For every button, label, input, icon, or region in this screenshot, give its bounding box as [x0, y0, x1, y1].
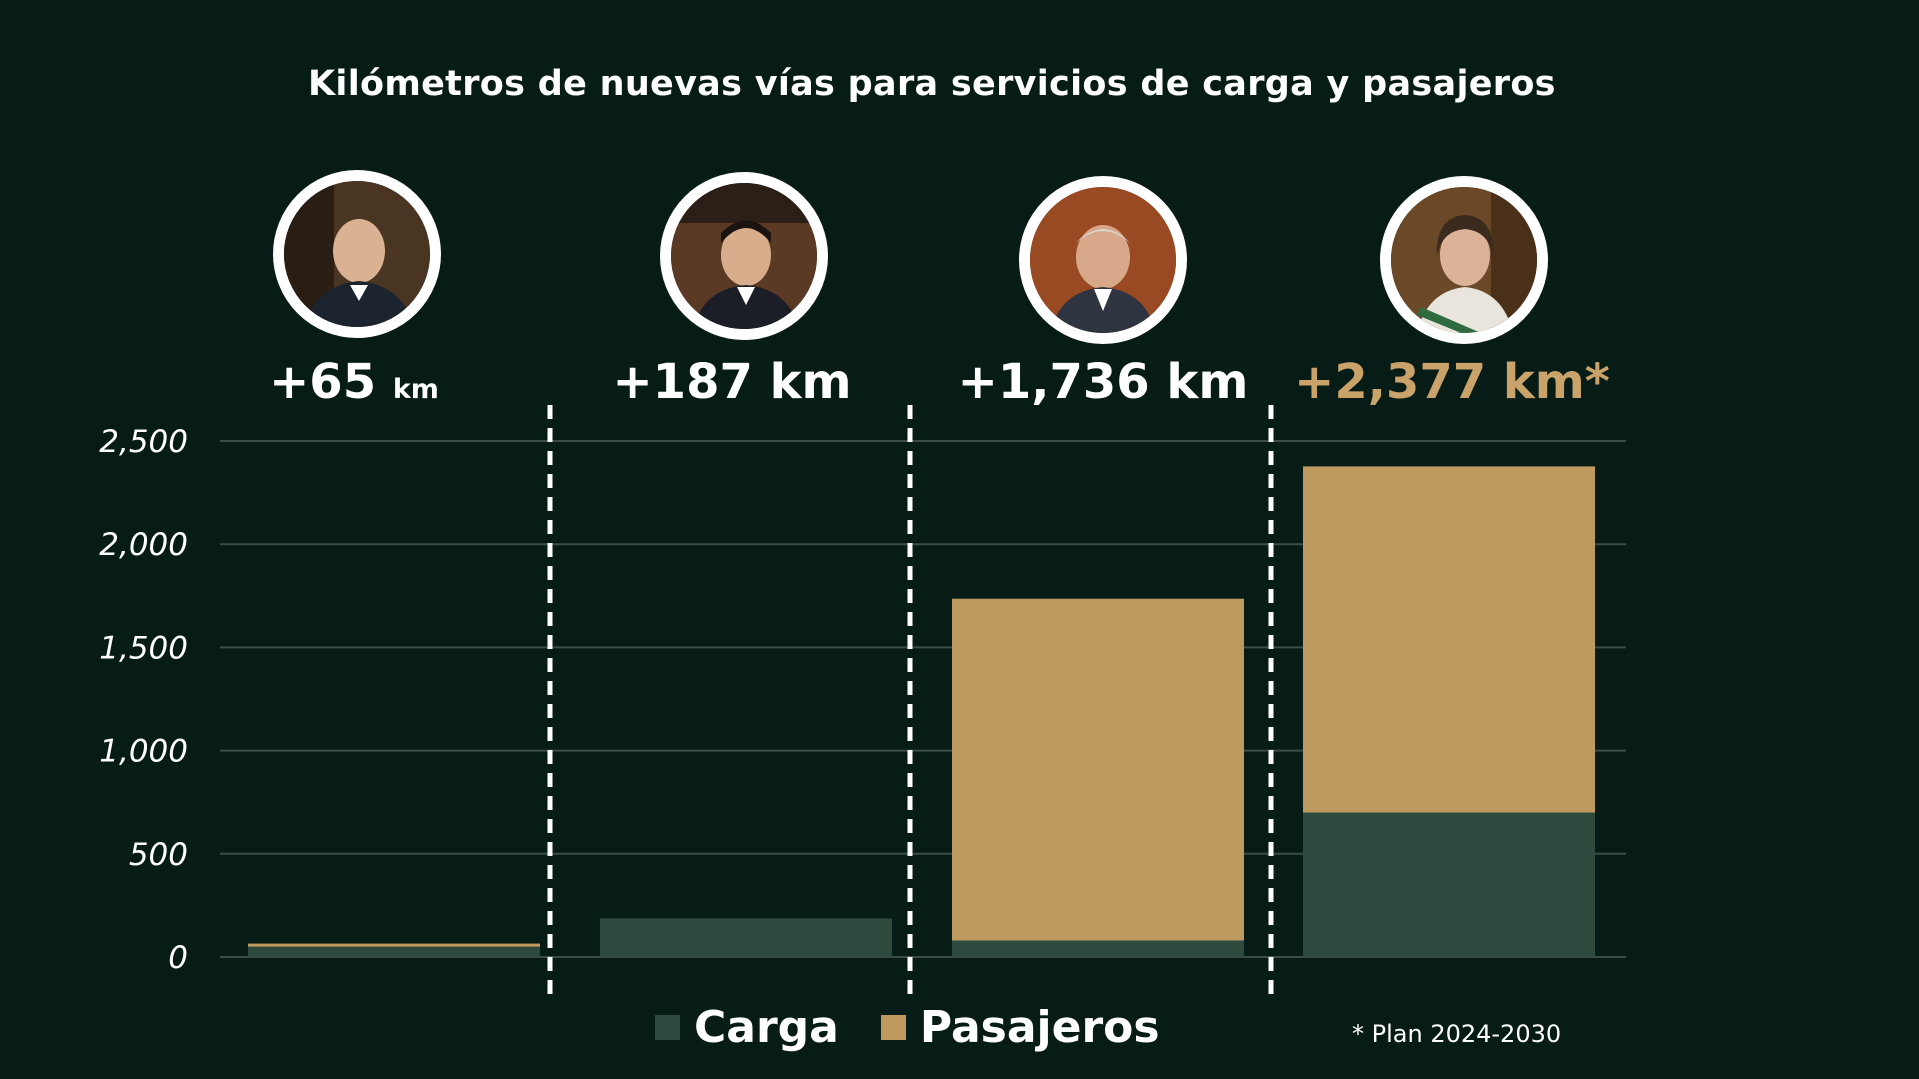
- portrait-4-avatar: [1380, 176, 1548, 344]
- portrait-1-avatar: [273, 170, 441, 338]
- legend: Carga Pasajeros: [655, 1002, 1202, 1053]
- bar-carga-1: [248, 946, 540, 957]
- total-label-4: +2,377 km*: [1294, 354, 1610, 410]
- bar-carga-3: [952, 940, 1244, 957]
- legend-swatch-pasajeros: [880, 1015, 906, 1040]
- total-label-1: +65 km: [269, 354, 439, 410]
- y-tick-label: 500: [129, 837, 188, 873]
- legend-label-pasajeros: Pasajeros: [919, 1002, 1160, 1053]
- legend-swatch-carga: [655, 1015, 680, 1040]
- total-label-3: +1,736 km: [957, 354, 1249, 410]
- legend-item-carga: Carga: [655, 1002, 839, 1053]
- bar-pasajeros-4: [1303, 466, 1595, 813]
- bar-pasajeros-3: [952, 598, 1244, 941]
- portrait-3-avatar: [1019, 176, 1187, 344]
- footnote: * Plan 2024-2030: [1352, 1020, 1562, 1048]
- bar-carga-2: [600, 918, 892, 957]
- chart-title: Kilómetros de nuevas vías para servicios…: [308, 64, 1556, 104]
- legend-label-carga: Carga: [694, 1002, 839, 1053]
- bar-carga-4: [1303, 812, 1595, 957]
- portrait-2-avatar: [660, 172, 828, 340]
- bar-pasajeros-1: [248, 943, 540, 947]
- legend-item-pasajeros: Pasajeros: [880, 1002, 1160, 1053]
- y-tick-label: 1,000: [99, 734, 188, 770]
- y-tick-label: 1,500: [99, 630, 188, 666]
- total-label-2: +187 km: [612, 354, 852, 410]
- y-tick-label: 2,500: [99, 424, 188, 460]
- y-tick-label: 2,000: [99, 527, 188, 563]
- y-tick-label: 0: [168, 940, 188, 976]
